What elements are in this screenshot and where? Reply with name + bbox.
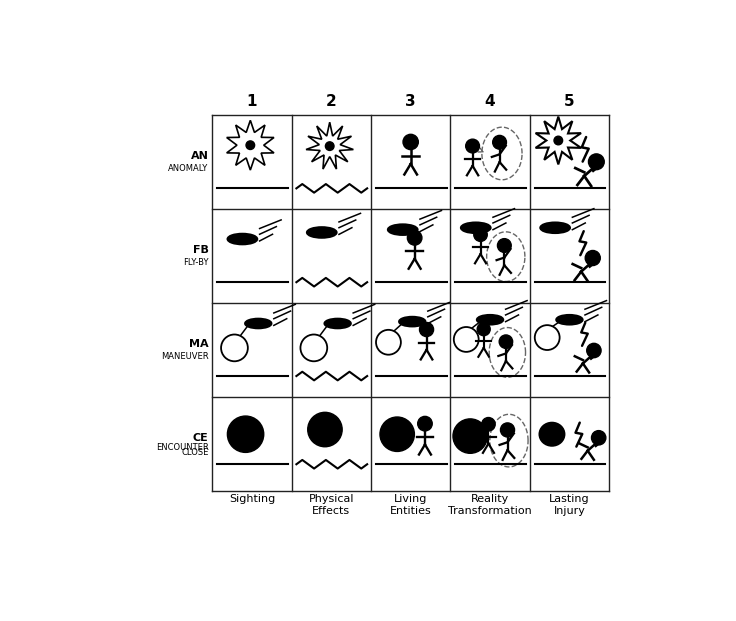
Circle shape bbox=[499, 335, 513, 348]
Circle shape bbox=[418, 417, 432, 431]
Circle shape bbox=[380, 417, 414, 451]
Circle shape bbox=[308, 412, 342, 446]
Ellipse shape bbox=[325, 319, 351, 329]
Ellipse shape bbox=[388, 224, 417, 235]
Circle shape bbox=[300, 335, 328, 361]
Circle shape bbox=[407, 230, 422, 245]
Circle shape bbox=[246, 141, 255, 150]
Polygon shape bbox=[536, 117, 581, 165]
Circle shape bbox=[500, 423, 514, 437]
Text: CLOSE: CLOSE bbox=[181, 448, 208, 457]
Circle shape bbox=[482, 417, 495, 431]
Text: MANEUVER: MANEUVER bbox=[160, 352, 208, 361]
Circle shape bbox=[589, 154, 604, 170]
Text: Reality
Transformation: Reality Transformation bbox=[448, 494, 532, 516]
Ellipse shape bbox=[307, 227, 336, 238]
Polygon shape bbox=[306, 122, 353, 169]
Text: FLY-BY: FLY-BY bbox=[183, 258, 208, 267]
Text: Lasting
Injury: Lasting Injury bbox=[549, 494, 590, 516]
Circle shape bbox=[587, 343, 601, 358]
Text: FB: FB bbox=[193, 245, 208, 255]
Circle shape bbox=[454, 327, 478, 352]
Text: Sighting: Sighting bbox=[229, 494, 275, 504]
Text: 4: 4 bbox=[485, 94, 495, 109]
Text: 2: 2 bbox=[326, 94, 336, 109]
Text: AN: AN bbox=[191, 152, 208, 161]
Circle shape bbox=[474, 228, 487, 242]
Text: ANOMALY: ANOMALY bbox=[168, 165, 208, 173]
Text: 1: 1 bbox=[247, 94, 257, 109]
Circle shape bbox=[466, 139, 479, 153]
Text: Physical
Effects: Physical Effects bbox=[308, 494, 354, 516]
Ellipse shape bbox=[245, 319, 272, 329]
Ellipse shape bbox=[477, 315, 503, 325]
Circle shape bbox=[554, 136, 562, 145]
Ellipse shape bbox=[227, 233, 257, 244]
Text: CE: CE bbox=[193, 433, 208, 443]
Polygon shape bbox=[227, 120, 274, 170]
Circle shape bbox=[403, 134, 418, 150]
Ellipse shape bbox=[556, 315, 583, 325]
Text: ENCOUNTER: ENCOUNTER bbox=[155, 443, 208, 453]
Circle shape bbox=[592, 430, 606, 445]
Circle shape bbox=[498, 238, 512, 252]
Ellipse shape bbox=[539, 423, 565, 446]
Text: 5: 5 bbox=[564, 94, 575, 109]
Text: Living
Entities: Living Entities bbox=[390, 494, 431, 516]
Circle shape bbox=[420, 322, 434, 337]
Circle shape bbox=[535, 325, 559, 350]
Ellipse shape bbox=[461, 222, 491, 233]
Circle shape bbox=[453, 419, 487, 453]
Circle shape bbox=[376, 330, 401, 355]
Text: MA: MA bbox=[188, 339, 208, 349]
Text: 3: 3 bbox=[406, 94, 416, 109]
Circle shape bbox=[492, 135, 506, 149]
Circle shape bbox=[477, 323, 490, 336]
Circle shape bbox=[221, 335, 248, 361]
Circle shape bbox=[325, 142, 334, 150]
Circle shape bbox=[227, 416, 263, 452]
Ellipse shape bbox=[399, 317, 425, 327]
Circle shape bbox=[585, 250, 601, 266]
Ellipse shape bbox=[540, 222, 570, 233]
